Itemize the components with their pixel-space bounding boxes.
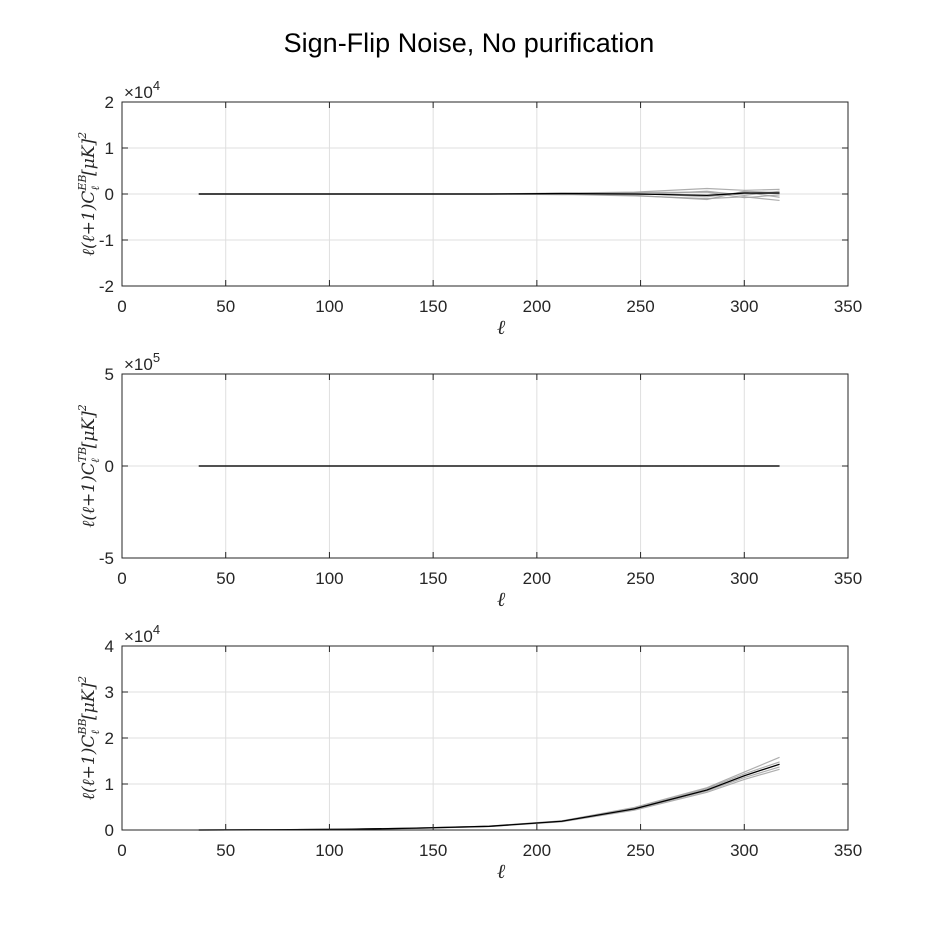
eb-y-multiplier: ×104 xyxy=(124,78,160,102)
eb-y-tick-label: 1 xyxy=(105,139,114,158)
eb-x-tick-label: 200 xyxy=(523,297,551,316)
eb-x-tick-label: 100 xyxy=(315,297,343,316)
tb-y-label-sub: ℓ xyxy=(89,458,102,463)
bb-y-multiplier-base: ×10 xyxy=(124,627,153,646)
eb-x-tick-label: 300 xyxy=(730,297,758,316)
tb-x-tick-label: 350 xyxy=(834,569,862,588)
bb-y-tick-label: 0 xyxy=(105,821,114,840)
eb-y-multiplier-base: ×10 xyxy=(124,83,153,102)
tb-x-tick-label: 250 xyxy=(626,569,654,588)
tb-y-axis-label: ℓ(ℓ+1)CTBℓ [μK]2 xyxy=(76,404,102,528)
eb-y-label-pow: 2 xyxy=(76,132,89,140)
tb-y-label-sup: TB xyxy=(76,447,89,462)
tb-y-tick-label: 5 xyxy=(105,365,114,384)
eb-y-tick-label: -1 xyxy=(99,231,114,250)
tb-x-tick-label: 150 xyxy=(419,569,447,588)
eb-x-tick-label: 350 xyxy=(834,297,862,316)
eb-mean-line xyxy=(198,192,780,197)
tb-y-label-unit: [μK] xyxy=(79,411,99,448)
eb-y-tick-label: -2 xyxy=(99,277,114,296)
axes-tb: 0 50 100 150 200 250 300 350-505×105ℓℓ(ℓ+1)CTBℓ… xyxy=(76,350,862,611)
eb-y-label-sup: EB xyxy=(76,174,89,191)
bb-y-tick-label: 3 xyxy=(105,683,114,702)
axes-eb: 0 50 100 150 200 250 300 350-2-1012×104ℓℓ(ℓ+1)C… xyxy=(76,78,862,339)
eb-y-multiplier-exp: 4 xyxy=(153,78,160,93)
eb-y-label-main: ℓ(ℓ+1)C xyxy=(79,191,99,257)
tb-y-tick-label: 0 xyxy=(105,457,114,476)
bb-x-tick-label: 150 xyxy=(419,841,447,860)
eb-y-axis-label: ℓ(ℓ+1)CEBℓ [μK]2 xyxy=(76,132,102,256)
tb-y-tick-label: -5 xyxy=(99,549,114,568)
tb-y-multiplier-exp: 5 xyxy=(153,350,160,365)
bb-y-label-unit: [μK] xyxy=(79,682,99,719)
bb-x-axis-label: ℓ xyxy=(497,859,506,883)
bb-y-tick-label: 1 xyxy=(105,775,114,794)
axes-bb: 0 50 100 150 200 250 300 35001234×104ℓℓ(ℓ+1)CBB… xyxy=(76,622,862,883)
eb-x-tick-label: 0 xyxy=(117,297,126,316)
bb-x-tick-label: 250 xyxy=(626,841,654,860)
tb-x-tick-label: 0 xyxy=(117,569,126,588)
bb-y-axis-label: ℓ(ℓ+1)CBBℓ [μK]2 xyxy=(76,676,102,800)
eb-y-label-sub: ℓ xyxy=(89,185,102,190)
eb-y-tick-label: 2 xyxy=(105,93,114,112)
tb-y-label-pow: 2 xyxy=(76,404,89,412)
tb-x-axis-label: ℓ xyxy=(497,587,506,611)
bb-x-tick-label: 50 xyxy=(216,841,235,860)
bb-x-tick-label: 0 xyxy=(117,841,126,860)
tb-x-tick-label: 100 xyxy=(315,569,343,588)
eb-y-label-unit: [μK] xyxy=(79,139,99,176)
tb-x-tick-label: 200 xyxy=(523,569,551,588)
bb-y-multiplier-exp: 4 xyxy=(153,622,160,637)
eb-x-tick-label: 50 xyxy=(216,297,235,316)
bb-y-label-sub: ℓ xyxy=(89,729,102,734)
bb-y-multiplier: ×104 xyxy=(124,622,160,646)
tb-y-label-main: ℓ(ℓ+1)C xyxy=(79,462,99,528)
tb-y-multiplier-base: ×10 xyxy=(124,355,153,374)
bb-y-tick-label: 4 xyxy=(105,637,114,656)
bb-y-label-pow: 2 xyxy=(76,676,89,684)
bb-x-tick-label: 350 xyxy=(834,841,862,860)
bb-y-tick-label: 2 xyxy=(105,729,114,748)
bb-x-tick-label: 200 xyxy=(523,841,551,860)
eb-y-tick-label: 0 xyxy=(105,185,114,204)
eb-x-tick-label: 250 xyxy=(626,297,654,316)
bb-y-label-sup: BB xyxy=(76,718,89,735)
bb-x-tick-label: 300 xyxy=(730,841,758,860)
figure-title: Sign-Flip Noise, No purification xyxy=(284,28,655,58)
bb-x-tick-label: 100 xyxy=(315,841,343,860)
tb-y-multiplier: ×105 xyxy=(124,350,160,374)
tb-x-tick-label: 50 xyxy=(216,569,235,588)
eb-x-axis-label: ℓ xyxy=(497,315,506,339)
tb-x-tick-label: 300 xyxy=(730,569,758,588)
eb-x-tick-label: 150 xyxy=(419,297,447,316)
bb-y-label-main: ℓ(ℓ+1)C xyxy=(79,735,99,801)
